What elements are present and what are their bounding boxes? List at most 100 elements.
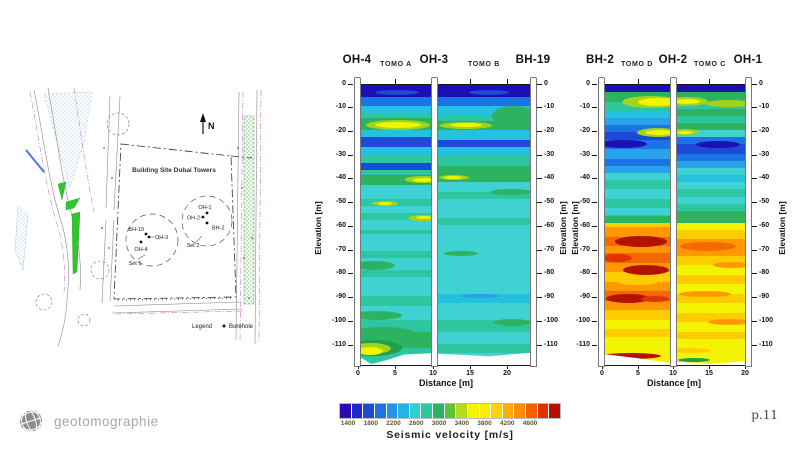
boundary-fence-marks (117, 297, 235, 301)
xtick-dash (395, 79, 396, 84)
ytick-dash (592, 320, 597, 322)
velocity-blob (415, 216, 432, 220)
velocity-band (677, 115, 746, 123)
ytick-label: -10 (759, 103, 770, 111)
north-label: N (208, 121, 215, 131)
velocity-band (361, 258, 433, 271)
ytick-label: -90 (579, 293, 590, 301)
set1-label: Set 1 (129, 261, 142, 267)
velocity-band (361, 163, 433, 171)
ytick-dash (752, 225, 757, 227)
velocity-band (677, 303, 746, 313)
velocity-band (605, 189, 671, 199)
set2-label: Set 2 (187, 243, 200, 249)
colorbar-cell (491, 404, 502, 418)
map-title: Building Site Dubai Towers (132, 167, 216, 174)
velocity-band (677, 210, 746, 223)
globe-icon (19, 409, 43, 433)
velocity-band (438, 115, 531, 121)
ytick-label: 0 (544, 79, 548, 87)
xtick-label: 0 (600, 370, 604, 377)
ytick-dash (537, 202, 542, 204)
borehole-label-oh1: OH-1 (198, 205, 211, 211)
ytick-dash (537, 344, 542, 346)
velocity-blob (361, 310, 402, 320)
velocity-band (605, 149, 671, 159)
velocity-band (605, 227, 671, 237)
ytick-label: -10 (544, 103, 555, 111)
velocity-band (677, 85, 746, 93)
velocity-band (438, 182, 531, 192)
ytick-dash (592, 273, 597, 275)
velocity-band (438, 331, 531, 344)
ytick-dash (537, 130, 542, 132)
velocity-blob (618, 278, 658, 285)
velocity-band (361, 220, 433, 230)
velocity-band (438, 191, 531, 199)
velocity-band (605, 85, 671, 93)
ytick-label: -40 (759, 174, 770, 182)
ytick-dash (348, 273, 353, 275)
velocity-blob (361, 260, 395, 270)
ytick-dash (537, 178, 542, 180)
velocity-band (438, 217, 531, 225)
ytick-label: -110 (576, 340, 590, 348)
velocity-band (677, 122, 746, 131)
velocity-band (605, 319, 671, 330)
velocity-blob (615, 236, 668, 248)
xtick-label: 0 (356, 370, 360, 377)
velocity-band (605, 222, 671, 228)
xtick-label: 15 (705, 370, 713, 377)
ytick-dash (592, 344, 597, 346)
ytick-dash (592, 178, 597, 180)
xtick-dash (470, 364, 471, 369)
velocity-blob (605, 352, 662, 359)
velocity-band (605, 158, 671, 166)
velocity-band (438, 225, 531, 294)
ytick-label: 0 (342, 79, 346, 87)
page-number: p.11 (751, 408, 778, 422)
borehole-label-bh19: BH-19 (128, 227, 144, 233)
velocity-blob (444, 250, 479, 256)
site-boundary (113, 143, 237, 300)
xtick-dash (507, 79, 508, 84)
ytick-label: -60 (544, 221, 555, 229)
ytick-label: -40 (579, 174, 590, 182)
velocity-blob (680, 241, 737, 251)
tomo-panel-d (604, 84, 672, 366)
velocity-band (677, 160, 746, 169)
colorbar-cell (421, 404, 432, 418)
velocity-blob (375, 122, 422, 129)
ytick-dash (537, 225, 542, 227)
ytick-label: 0 (759, 79, 763, 87)
ytick-label: -60 (579, 221, 590, 229)
velocity-band (677, 144, 746, 154)
velocity-band (677, 182, 746, 190)
xtick-label: 20 (503, 370, 511, 377)
map-water-strip (14, 205, 29, 271)
colorbar-cell (479, 404, 491, 418)
ytick-label: -90 (759, 293, 770, 301)
no-data-wedge (605, 354, 671, 365)
colorbar-tick-label: 4200 (500, 420, 515, 427)
velocity-band (677, 274, 746, 285)
ytick-label: -20 (335, 126, 346, 134)
borehole-label-oh4: OH-4 (134, 247, 147, 253)
distance-axis-label: Distance [m] (646, 378, 702, 388)
xtick-dash (638, 79, 639, 84)
ytick-dash (752, 344, 757, 346)
ytick-label: -10 (579, 103, 590, 111)
velocity-blob (361, 346, 384, 355)
colorbar-tick-label: 2200 (386, 420, 401, 427)
velocity-band (677, 255, 746, 266)
velocity-band (605, 281, 671, 292)
ytick-dash (592, 130, 597, 132)
ytick-dash (348, 130, 353, 132)
ytick-dash (537, 273, 542, 275)
colorbar-cell (456, 404, 467, 418)
tomo-panel-c (676, 84, 747, 366)
ytick-label: -80 (335, 269, 346, 277)
velocity-blob (677, 99, 700, 105)
ytick-dash (348, 202, 353, 204)
ytick-label: -90 (335, 293, 346, 301)
